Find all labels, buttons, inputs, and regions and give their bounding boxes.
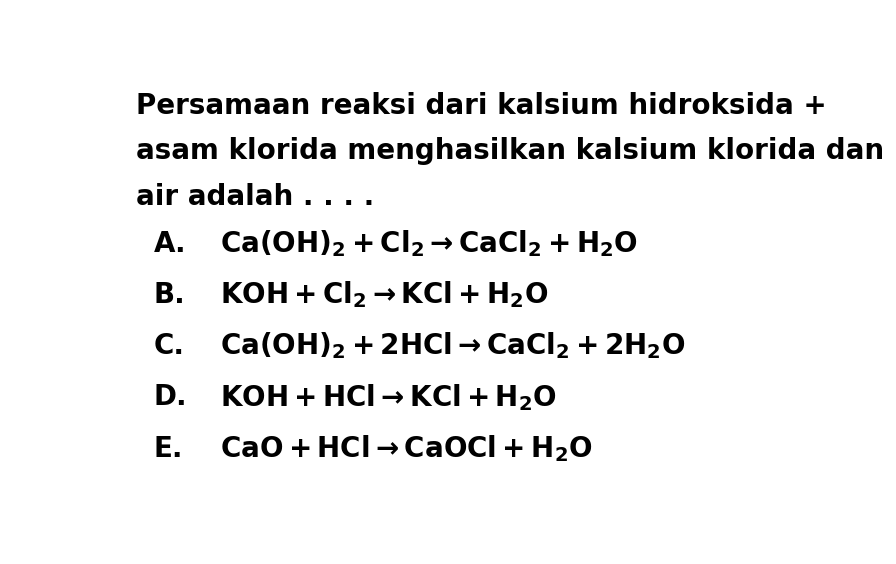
Text: $\mathbf{Ca(OH)_2 + Cl_2 \rightarrow CaCl_2 + H_2O}$: $\mathbf{Ca(OH)_2 + Cl_2 \rightarrow CaC…: [220, 228, 638, 259]
Text: A.: A.: [154, 230, 186, 258]
Text: $\mathbf{KOH + Cl_2 \rightarrow KCl + H_2O}$: $\mathbf{KOH + Cl_2 \rightarrow KCl + H_…: [220, 279, 548, 310]
Text: B.: B.: [154, 281, 185, 309]
Text: asam klorida menghasilkan kalsium klorida dan: asam klorida menghasilkan kalsium klorid…: [136, 137, 884, 165]
Text: $\mathbf{Ca(OH)_2 + 2HCl \rightarrow CaCl_2 + 2H_2O}$: $\mathbf{Ca(OH)_2 + 2HCl \rightarrow CaC…: [220, 331, 685, 362]
Text: D.: D.: [154, 384, 187, 411]
Text: $\mathbf{KOH + HCl \rightarrow KCl + H_2O}$: $\mathbf{KOH + HCl \rightarrow KCl + H_2…: [220, 382, 556, 413]
Text: air adalah . . . .: air adalah . . . .: [136, 183, 375, 211]
Text: Persamaan reaksi dari kalsium hidroksida +: Persamaan reaksi dari kalsium hidroksida…: [136, 91, 827, 120]
Text: C.: C.: [154, 332, 185, 360]
Text: $\mathbf{CaO + HCl \rightarrow CaOCl + H_2O}$: $\mathbf{CaO + HCl \rightarrow CaOCl + H…: [220, 433, 592, 464]
Text: E.: E.: [154, 434, 183, 462]
